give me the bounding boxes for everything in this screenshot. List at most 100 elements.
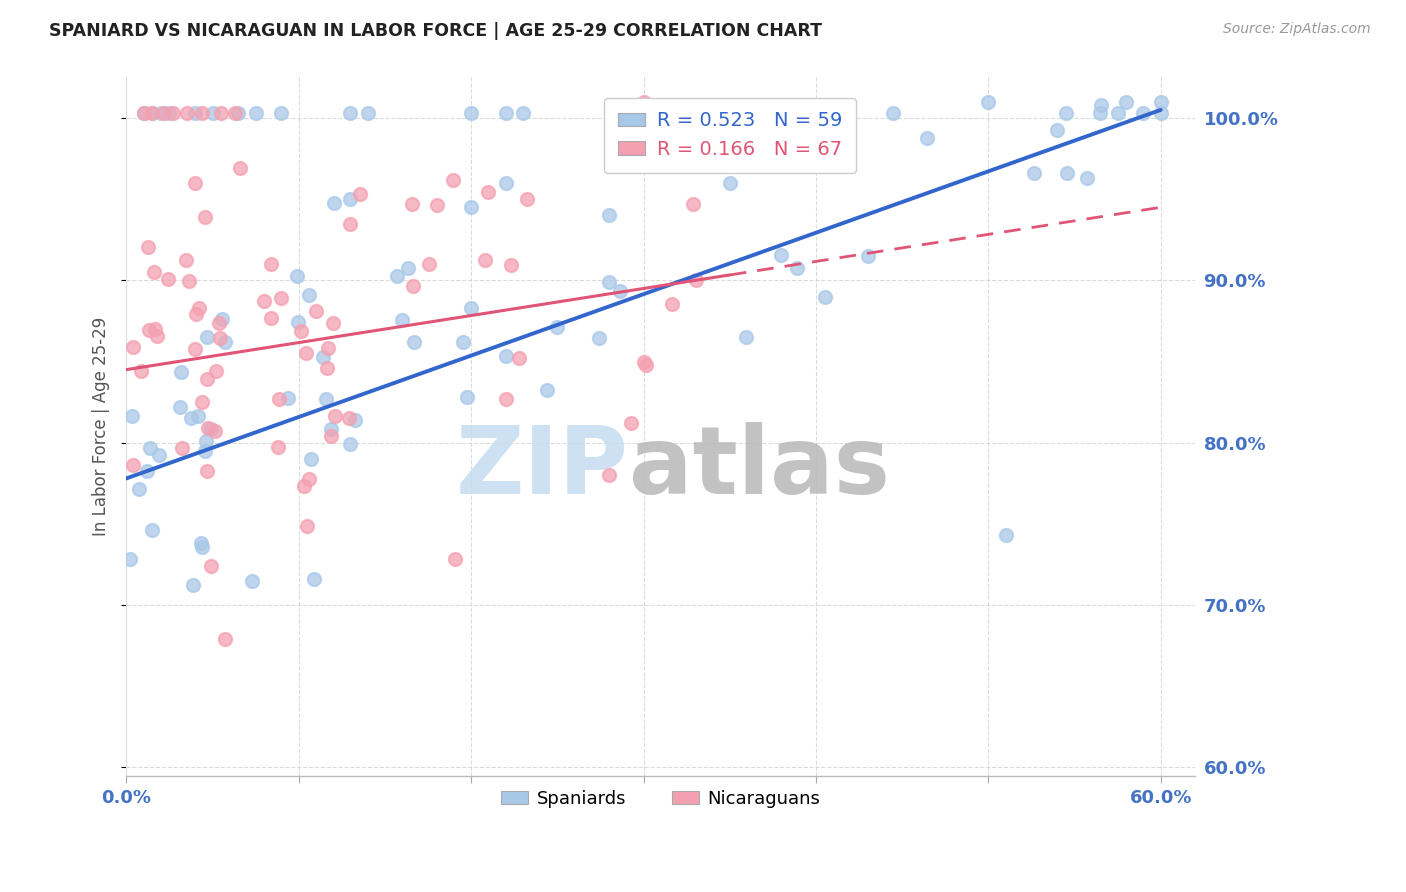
Point	[200, 558, 222, 573]
Point	[200, 422, 222, 436]
Point	[658, 143, 681, 157]
Point	[444, 552, 467, 566]
Point	[1076, 170, 1098, 185]
Point	[609, 285, 631, 299]
Point	[195, 330, 218, 344]
Point	[786, 261, 808, 276]
Point	[135, 464, 157, 478]
Point	[1022, 166, 1045, 180]
Point	[176, 106, 198, 120]
Point	[190, 536, 212, 550]
Point	[181, 578, 204, 592]
Point	[224, 106, 246, 120]
Point	[598, 468, 620, 483]
Point	[339, 192, 361, 206]
Point	[451, 335, 474, 350]
Point	[194, 211, 217, 225]
Point	[1090, 98, 1112, 112]
Point	[195, 372, 218, 386]
Point	[339, 437, 361, 451]
Point	[287, 315, 309, 329]
Point	[201, 106, 224, 120]
Point	[290, 324, 312, 338]
Point	[285, 269, 308, 284]
Point	[1046, 122, 1069, 136]
Point	[141, 523, 163, 537]
Point	[270, 291, 292, 305]
Point	[710, 106, 733, 120]
Point	[187, 409, 209, 424]
Point	[495, 349, 517, 363]
Point	[634, 358, 657, 372]
Point	[298, 288, 321, 302]
Point	[208, 316, 231, 330]
Point	[136, 240, 159, 254]
Point	[191, 106, 214, 120]
Point	[598, 275, 620, 289]
Point	[685, 273, 707, 287]
Point	[456, 390, 478, 404]
Point	[169, 400, 191, 414]
Point	[882, 106, 904, 120]
Point	[141, 106, 163, 120]
Point	[211, 312, 233, 326]
Point	[633, 355, 655, 369]
Point	[260, 256, 283, 270]
Point	[735, 330, 758, 344]
Point	[132, 106, 155, 120]
Point	[477, 185, 499, 199]
Point	[184, 307, 207, 321]
Point	[508, 351, 530, 365]
Point	[153, 106, 176, 120]
Point	[142, 264, 165, 278]
Point	[156, 272, 179, 286]
Point	[994, 528, 1017, 542]
Point	[633, 95, 655, 109]
Point	[191, 541, 214, 555]
Point	[174, 253, 197, 268]
Point	[1056, 166, 1078, 180]
Point	[121, 409, 143, 423]
Point	[277, 392, 299, 406]
Point	[312, 350, 335, 364]
Point	[1132, 106, 1154, 120]
Point	[516, 192, 538, 206]
Point	[270, 106, 292, 120]
Point	[177, 274, 200, 288]
Point	[356, 106, 378, 120]
Point	[536, 384, 558, 398]
Point	[204, 424, 226, 438]
Point	[1090, 106, 1112, 120]
Point	[162, 106, 184, 120]
Point	[682, 197, 704, 211]
Point	[460, 301, 482, 315]
Point	[718, 176, 741, 190]
Point	[141, 106, 163, 120]
Point	[240, 574, 263, 588]
Point	[814, 290, 837, 304]
Point	[323, 409, 346, 423]
Point	[259, 310, 281, 325]
Point	[245, 106, 267, 120]
Point	[915, 130, 938, 145]
Point	[170, 365, 193, 379]
Point	[1107, 106, 1129, 120]
Y-axis label: In Labor Force | Age 25-29: In Labor Force | Age 25-29	[93, 317, 110, 536]
Point	[209, 106, 232, 120]
Point	[396, 260, 419, 275]
Point	[620, 416, 643, 430]
Point	[349, 187, 371, 202]
Point	[460, 106, 482, 120]
Point	[299, 452, 322, 467]
Point	[339, 411, 361, 425]
Point	[228, 106, 250, 120]
Point	[267, 440, 290, 454]
Point	[1150, 106, 1173, 120]
Point	[298, 473, 321, 487]
Point	[512, 106, 534, 120]
Point	[1054, 106, 1077, 120]
Point	[138, 323, 160, 337]
Point	[190, 395, 212, 409]
Point	[319, 429, 342, 443]
Point	[149, 106, 172, 120]
